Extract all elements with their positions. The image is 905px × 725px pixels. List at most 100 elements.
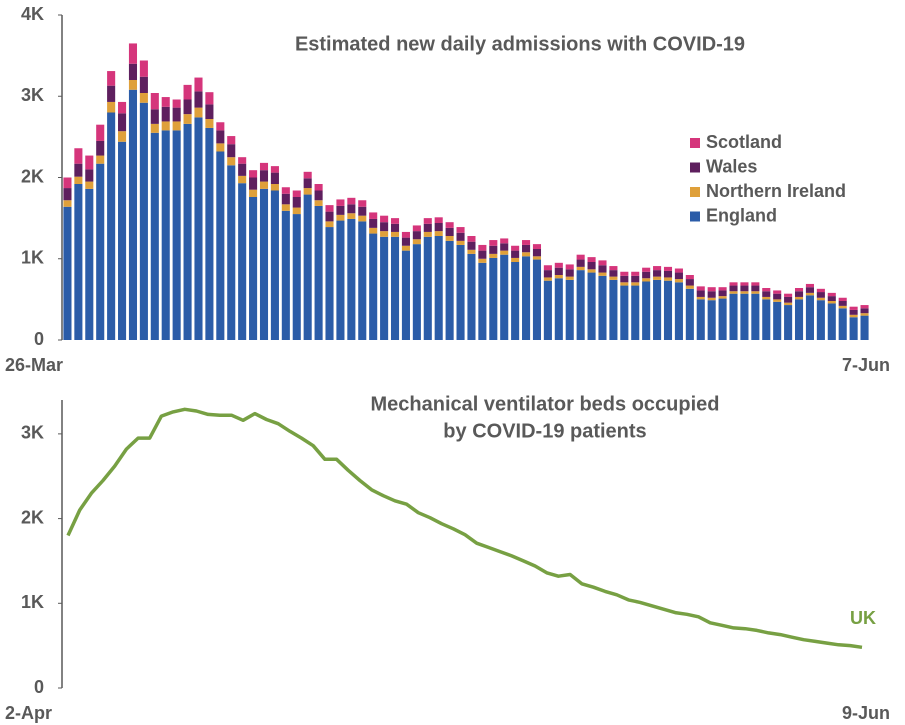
y-tick-label: 2K: [21, 507, 44, 527]
legend-swatch: [690, 187, 700, 197]
bar-segment: [565, 264, 574, 270]
chart-title: Mechanical ventilator beds occupied: [371, 393, 720, 415]
bar-segment: [107, 85, 116, 102]
bar-segment: [445, 240, 454, 340]
bar-segment: [292, 214, 301, 340]
bar-segment: [314, 205, 323, 340]
bar-segment: [216, 143, 225, 152]
bar-segment: [642, 278, 651, 282]
bar-segment: [227, 136, 236, 145]
bar-segment: [860, 305, 869, 309]
bar-segment: [194, 117, 203, 340]
bar-segment: [347, 204, 356, 214]
bar-segment: [838, 305, 847, 309]
bar-segment: [620, 282, 629, 286]
bar-segment: [849, 306, 858, 310]
bar-segment: [489, 257, 498, 340]
bar-segment: [729, 291, 738, 294]
bar-segment: [434, 236, 443, 340]
bar-segment: [467, 249, 476, 254]
bar-segment: [707, 291, 716, 298]
bar-segment: [805, 295, 814, 340]
bar-segment: [794, 296, 804, 300]
bar-segment: [751, 293, 760, 340]
bar-segment: [642, 271, 651, 279]
bar-segment: [773, 290, 782, 294]
bar-segment: [576, 259, 585, 267]
bar-segment: [369, 227, 378, 234]
bar-segment: [729, 282, 738, 286]
bar-segment: [729, 285, 738, 292]
bar-segment: [707, 300, 716, 340]
bar-segment: [412, 231, 421, 240]
bar-segment: [456, 244, 465, 340]
bar-segment: [478, 250, 487, 259]
bar-segment: [325, 221, 334, 228]
y-tick-label: 4K: [21, 4, 44, 24]
bar-segment: [554, 267, 563, 275]
bar-segment: [183, 99, 192, 115]
legend-label: Northern Ireland: [706, 181, 846, 201]
bar-segment: [751, 291, 760, 294]
bar-segment: [609, 279, 618, 340]
bar-segment: [489, 245, 498, 254]
bar-segment: [827, 296, 836, 301]
bar-segment: [445, 222, 454, 228]
bar-segment: [522, 240, 531, 245]
bar-segment: [292, 190, 301, 197]
bar-segment: [511, 250, 520, 258]
bar-segment: [150, 93, 159, 110]
bar-segment: [467, 236, 476, 242]
bar-segment: [620, 271, 629, 276]
bar-segment: [314, 184, 323, 191]
bar-segment: [401, 231, 410, 238]
bar-segment: [161, 106, 170, 122]
bar-segment: [380, 231, 389, 237]
bar-segment: [707, 297, 716, 301]
bar-segment: [74, 176, 83, 184]
bar-segment: [740, 293, 749, 340]
bar-segment: [183, 84, 192, 100]
bar-segment: [762, 299, 771, 340]
bar-segment: [838, 297, 847, 301]
bar-segment: [576, 270, 585, 340]
bar-segment: [805, 292, 814, 296]
y-tick-label: 1K: [21, 248, 44, 268]
bar-segment: [653, 266, 662, 271]
bar-segment: [696, 286, 705, 291]
bar-segment: [511, 257, 520, 262]
series-label: UK: [850, 608, 876, 628]
bar-segment: [172, 130, 181, 340]
legend-label: Wales: [706, 156, 757, 176]
bar-segment: [128, 80, 138, 90]
bar-segment: [281, 210, 290, 340]
line: [66, 407, 863, 650]
bar-segment: [227, 165, 236, 340]
bar-segment: [107, 112, 116, 340]
bar-segment: [139, 60, 148, 77]
bar-segment: [325, 227, 334, 340]
bar-segment: [674, 282, 683, 340]
bar-segment: [390, 218, 400, 224]
bar-segment: [205, 104, 214, 119]
legend-label: England: [706, 205, 777, 225]
bar-segment: [609, 276, 618, 280]
bar-segment: [543, 265, 552, 271]
bar-segment: [489, 240, 498, 246]
bar-segment: [532, 259, 542, 340]
bar-segment: [631, 282, 640, 286]
bar-segment: [565, 279, 574, 340]
bar-segment: [205, 127, 214, 340]
bar-segment: [543, 270, 552, 278]
bar-segment: [358, 215, 367, 222]
bar-segment: [238, 183, 247, 340]
bar-segment: [456, 240, 465, 245]
bar-segment: [718, 290, 727, 297]
bar-segment: [511, 262, 520, 340]
bar-segment: [205, 119, 214, 128]
bar-segment: [85, 181, 94, 189]
bar-segment: [543, 280, 552, 340]
bar-segment: [500, 250, 509, 255]
bar-segment: [74, 148, 83, 164]
bar-segment: [663, 280, 673, 340]
